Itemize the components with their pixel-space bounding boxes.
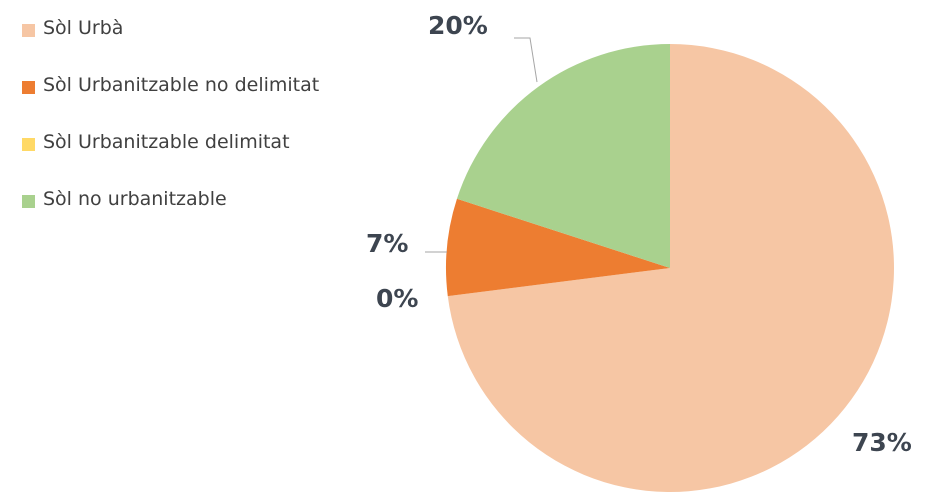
- legend-label-sol-urbanitzable-delimitat: Sòl Urbanitzable delimitat: [43, 131, 290, 153]
- legend-swatch-sol-urbanitzable-delimitat: [22, 138, 35, 151]
- legend-label-sol-urba: Sòl Urbà: [43, 17, 124, 39]
- legend-swatch-sol-no-urbanitzable: [22, 195, 35, 208]
- data-label-sol-no-urbanitzable: 20%: [428, 11, 488, 40]
- legend-swatch-sol-urbanitzable-no-delimitat: [22, 81, 35, 94]
- legend-label-sol-urbanitzable-no-delimitat: Sòl Urbanitzable no delimitat: [43, 74, 320, 96]
- legend-label-sol-no-urbanitzable: Sòl no urbanitzable: [43, 188, 227, 210]
- data-label-sol-urbanitzable-no-delimitat: 7%: [366, 229, 408, 258]
- pie-slice-sol-no-urbanitzable: [456, 44, 670, 268]
- pie-labels: 73% 7% 0% 20%: [366, 11, 912, 457]
- leader-line-sol-no-urbanitzable: [514, 37, 538, 83]
- data-label-sol-urba: 73%: [852, 428, 912, 457]
- legend-swatch-sol-urba: [22, 24, 35, 37]
- leader-lines: [425, 37, 538, 253]
- pie-slices: [446, 44, 895, 492]
- pie-slice-sol-urba: [447, 44, 895, 492]
- pie-slice-sol-urbanitzable-no-delimitat: [446, 198, 670, 297]
- data-label-sol-urbanitzable-delimitat: 0%: [376, 284, 418, 313]
